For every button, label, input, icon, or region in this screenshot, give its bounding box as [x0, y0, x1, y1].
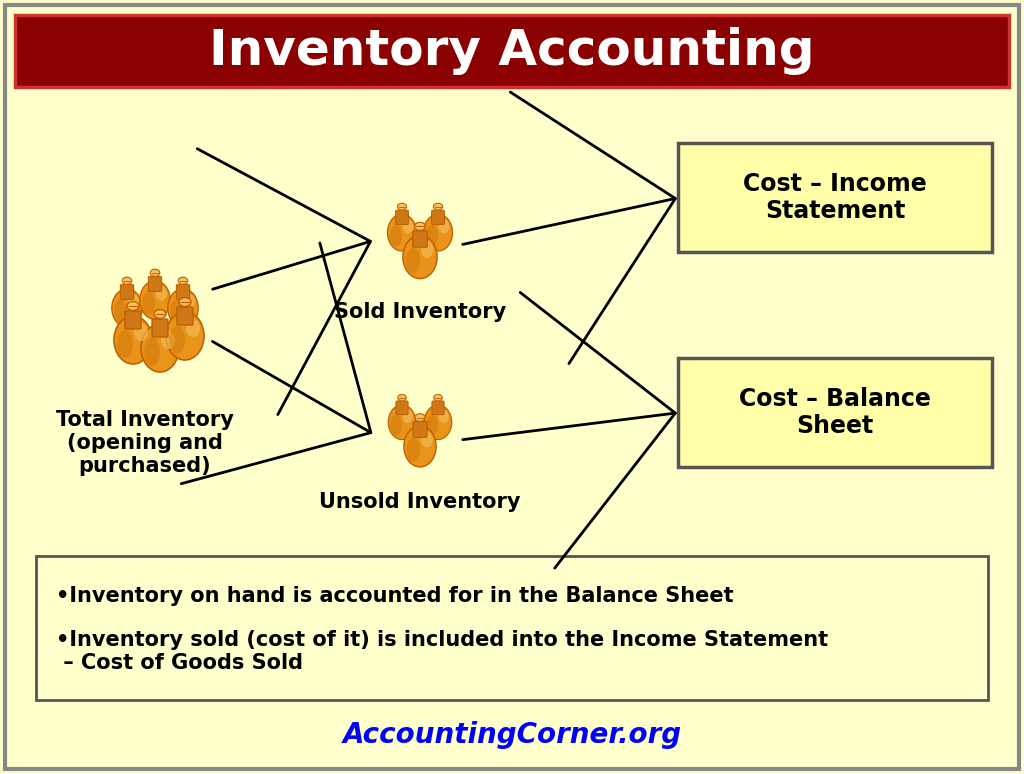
Ellipse shape	[168, 289, 199, 327]
FancyBboxPatch shape	[176, 285, 189, 300]
FancyBboxPatch shape	[432, 211, 444, 224]
Text: Unsold Inventory: Unsold Inventory	[319, 492, 521, 512]
Text: Inventory Accounting: Inventory Accounting	[209, 27, 815, 75]
Ellipse shape	[183, 294, 195, 309]
FancyBboxPatch shape	[413, 231, 427, 247]
Ellipse shape	[170, 300, 183, 323]
FancyBboxPatch shape	[413, 422, 427, 437]
Ellipse shape	[402, 235, 437, 279]
Ellipse shape	[402, 410, 413, 423]
Text: •Inventory on hand is accounted for in the Balance Sheet: •Inventory on hand is accounted for in t…	[56, 586, 733, 606]
Text: •Inventory sold (cost of it) is included into the Income Statement
 – Cost of Go: •Inventory sold (cost of it) is included…	[56, 630, 828, 673]
Text: AccountingCorner.org: AccountingCorner.org	[342, 721, 682, 749]
Ellipse shape	[156, 286, 167, 301]
Ellipse shape	[434, 395, 442, 401]
Ellipse shape	[178, 277, 187, 284]
FancyBboxPatch shape	[125, 311, 141, 329]
Text: Total Inventory
(opening and
purchased): Total Inventory (opening and purchased)	[56, 410, 233, 477]
FancyBboxPatch shape	[432, 401, 444, 415]
Ellipse shape	[397, 204, 407, 210]
Ellipse shape	[424, 405, 452, 440]
Ellipse shape	[186, 319, 200, 337]
Ellipse shape	[403, 426, 436, 467]
FancyBboxPatch shape	[395, 211, 409, 224]
FancyBboxPatch shape	[177, 307, 193, 325]
Ellipse shape	[407, 438, 420, 462]
Ellipse shape	[140, 281, 170, 319]
Ellipse shape	[426, 415, 438, 435]
Text: Sold Inventory: Sold Inventory	[334, 302, 506, 322]
FancyBboxPatch shape	[148, 276, 162, 291]
Ellipse shape	[127, 302, 139, 310]
FancyBboxPatch shape	[15, 15, 1009, 87]
Ellipse shape	[426, 225, 438, 246]
Ellipse shape	[122, 277, 132, 284]
Ellipse shape	[128, 294, 139, 309]
Ellipse shape	[402, 220, 414, 234]
Ellipse shape	[387, 214, 417, 251]
Ellipse shape	[179, 297, 191, 307]
Ellipse shape	[169, 326, 185, 354]
Ellipse shape	[144, 338, 160, 366]
Ellipse shape	[166, 312, 204, 360]
Ellipse shape	[390, 415, 402, 435]
Ellipse shape	[112, 289, 142, 327]
Ellipse shape	[388, 405, 416, 440]
FancyBboxPatch shape	[396, 401, 408, 415]
Ellipse shape	[421, 432, 433, 447]
Ellipse shape	[397, 395, 407, 401]
FancyBboxPatch shape	[121, 285, 133, 300]
Ellipse shape	[134, 323, 148, 341]
Ellipse shape	[154, 310, 166, 318]
Ellipse shape	[115, 300, 127, 323]
Ellipse shape	[424, 214, 453, 251]
Ellipse shape	[141, 324, 179, 372]
Ellipse shape	[421, 241, 433, 258]
FancyBboxPatch shape	[152, 319, 168, 337]
Ellipse shape	[142, 292, 155, 314]
Text: Cost – Balance
Sheet: Cost – Balance Sheet	[739, 386, 931, 438]
Ellipse shape	[415, 414, 425, 421]
FancyBboxPatch shape	[678, 143, 992, 252]
Ellipse shape	[161, 331, 175, 349]
Ellipse shape	[114, 316, 152, 364]
Ellipse shape	[438, 410, 449, 423]
Ellipse shape	[433, 204, 442, 210]
FancyBboxPatch shape	[36, 556, 988, 700]
Ellipse shape	[415, 222, 425, 231]
Ellipse shape	[438, 220, 450, 234]
Text: Cost – Income
Statement: Cost – Income Statement	[743, 172, 927, 224]
Ellipse shape	[117, 330, 133, 358]
FancyBboxPatch shape	[678, 358, 992, 467]
Ellipse shape	[390, 225, 402, 246]
Ellipse shape	[151, 269, 160, 276]
Ellipse shape	[406, 248, 420, 273]
